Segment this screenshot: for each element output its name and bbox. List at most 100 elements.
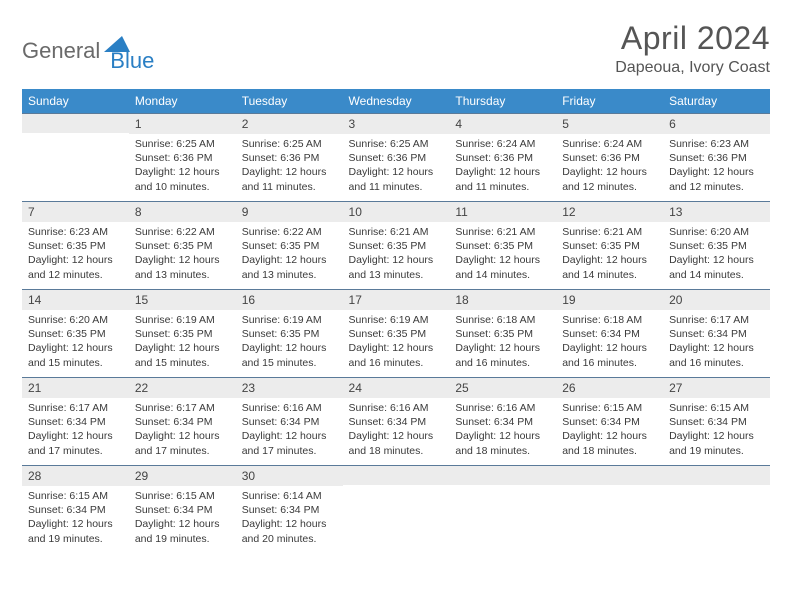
- day-details: Sunrise: 6:23 AMSunset: 6:35 PMDaylight:…: [22, 222, 129, 288]
- calendar-day-cell: 21Sunrise: 6:17 AMSunset: 6:34 PMDayligh…: [22, 377, 129, 465]
- day-details: Sunrise: 6:17 AMSunset: 6:34 PMDaylight:…: [22, 398, 129, 464]
- day-number: 20: [663, 289, 770, 310]
- day-number-empty: [663, 465, 770, 485]
- calendar-day-cell: 4Sunrise: 6:24 AMSunset: 6:36 PMDaylight…: [449, 113, 556, 201]
- day-number: 22: [129, 377, 236, 398]
- calendar-day-cell: 11Sunrise: 6:21 AMSunset: 6:35 PMDayligh…: [449, 201, 556, 289]
- calendar-day-cell: 13Sunrise: 6:20 AMSunset: 6:35 PMDayligh…: [663, 201, 770, 289]
- day-number: 16: [236, 289, 343, 310]
- calendar-day-cell: 24Sunrise: 6:16 AMSunset: 6:34 PMDayligh…: [343, 377, 450, 465]
- day-number: 2: [236, 113, 343, 134]
- day-details: Sunrise: 6:18 AMSunset: 6:34 PMDaylight:…: [556, 310, 663, 376]
- day-number: 26: [556, 377, 663, 398]
- weekday-header: Wednesday: [343, 89, 450, 113]
- weekday-header: Friday: [556, 89, 663, 113]
- day-details: Sunrise: 6:14 AMSunset: 6:34 PMDaylight:…: [236, 486, 343, 552]
- calendar-day-cell: 7Sunrise: 6:23 AMSunset: 6:35 PMDaylight…: [22, 201, 129, 289]
- weekday-header: Sunday: [22, 89, 129, 113]
- day-details: Sunrise: 6:23 AMSunset: 6:36 PMDaylight:…: [663, 134, 770, 200]
- day-details: Sunrise: 6:15 AMSunset: 6:34 PMDaylight:…: [129, 486, 236, 552]
- day-details: Sunrise: 6:18 AMSunset: 6:35 PMDaylight:…: [449, 310, 556, 376]
- day-details: Sunrise: 6:20 AMSunset: 6:35 PMDaylight:…: [663, 222, 770, 288]
- calendar-day-cell: [343, 465, 450, 553]
- weekday-header: Tuesday: [236, 89, 343, 113]
- calendar-day-cell: 3Sunrise: 6:25 AMSunset: 6:36 PMDaylight…: [343, 113, 450, 201]
- day-number: 9: [236, 201, 343, 222]
- calendar-day-cell: 1Sunrise: 6:25 AMSunset: 6:36 PMDaylight…: [129, 113, 236, 201]
- day-number-empty: [22, 113, 129, 133]
- calendar-day-cell: 20Sunrise: 6:17 AMSunset: 6:34 PMDayligh…: [663, 289, 770, 377]
- calendar-day-cell: 6Sunrise: 6:23 AMSunset: 6:36 PMDaylight…: [663, 113, 770, 201]
- day-details: Sunrise: 6:25 AMSunset: 6:36 PMDaylight:…: [236, 134, 343, 200]
- day-details: Sunrise: 6:16 AMSunset: 6:34 PMDaylight:…: [343, 398, 450, 464]
- day-details: Sunrise: 6:25 AMSunset: 6:36 PMDaylight:…: [343, 134, 450, 200]
- day-number: 14: [22, 289, 129, 310]
- day-number: 11: [449, 201, 556, 222]
- day-number-empty: [556, 465, 663, 485]
- calendar-day-cell: 29Sunrise: 6:15 AMSunset: 6:34 PMDayligh…: [129, 465, 236, 553]
- calendar-day-cell: 8Sunrise: 6:22 AMSunset: 6:35 PMDaylight…: [129, 201, 236, 289]
- day-number: 25: [449, 377, 556, 398]
- calendar-day-cell: 9Sunrise: 6:22 AMSunset: 6:35 PMDaylight…: [236, 201, 343, 289]
- calendar-day-cell: 16Sunrise: 6:19 AMSunset: 6:35 PMDayligh…: [236, 289, 343, 377]
- calendar-week-row: 14Sunrise: 6:20 AMSunset: 6:35 PMDayligh…: [22, 289, 770, 377]
- calendar-week-row: 28Sunrise: 6:15 AMSunset: 6:34 PMDayligh…: [22, 465, 770, 553]
- calendar-day-cell: [449, 465, 556, 553]
- calendar-day-cell: 5Sunrise: 6:24 AMSunset: 6:36 PMDaylight…: [556, 113, 663, 201]
- day-details: Sunrise: 6:24 AMSunset: 6:36 PMDaylight:…: [449, 134, 556, 200]
- day-number: 23: [236, 377, 343, 398]
- day-details: Sunrise: 6:24 AMSunset: 6:36 PMDaylight:…: [556, 134, 663, 200]
- day-number: 6: [663, 113, 770, 134]
- day-details: Sunrise: 6:21 AMSunset: 6:35 PMDaylight:…: [343, 222, 450, 288]
- day-number: 28: [22, 465, 129, 486]
- calendar-day-cell: 14Sunrise: 6:20 AMSunset: 6:35 PMDayligh…: [22, 289, 129, 377]
- calendar-day-cell: [22, 113, 129, 201]
- day-number: 18: [449, 289, 556, 310]
- day-number: 7: [22, 201, 129, 222]
- day-details: Sunrise: 6:22 AMSunset: 6:35 PMDaylight:…: [236, 222, 343, 288]
- logo-text-blue: Blue: [110, 48, 154, 74]
- calendar-day-cell: 30Sunrise: 6:14 AMSunset: 6:34 PMDayligh…: [236, 465, 343, 553]
- day-number: 8: [129, 201, 236, 222]
- day-number: 13: [663, 201, 770, 222]
- weekday-header-row: Sunday Monday Tuesday Wednesday Thursday…: [22, 89, 770, 113]
- logo-text-general: General: [22, 38, 100, 64]
- calendar-day-cell: 12Sunrise: 6:21 AMSunset: 6:35 PMDayligh…: [556, 201, 663, 289]
- title-block: April 2024 Dapeoua, Ivory Coast: [615, 20, 770, 77]
- day-number: 3: [343, 113, 450, 134]
- calendar-day-cell: 10Sunrise: 6:21 AMSunset: 6:35 PMDayligh…: [343, 201, 450, 289]
- day-details: Sunrise: 6:19 AMSunset: 6:35 PMDaylight:…: [236, 310, 343, 376]
- day-number: 17: [343, 289, 450, 310]
- day-number: 15: [129, 289, 236, 310]
- day-details: Sunrise: 6:22 AMSunset: 6:35 PMDaylight:…: [129, 222, 236, 288]
- day-number: 10: [343, 201, 450, 222]
- calendar-day-cell: 27Sunrise: 6:15 AMSunset: 6:34 PMDayligh…: [663, 377, 770, 465]
- location: Dapeoua, Ivory Coast: [615, 59, 770, 77]
- day-number: 4: [449, 113, 556, 134]
- calendar-table: Sunday Monday Tuesday Wednesday Thursday…: [22, 89, 770, 553]
- weekday-header: Thursday: [449, 89, 556, 113]
- calendar-week-row: 1Sunrise: 6:25 AMSunset: 6:36 PMDaylight…: [22, 113, 770, 201]
- day-number-empty: [343, 465, 450, 485]
- day-number: 19: [556, 289, 663, 310]
- calendar-day-cell: 26Sunrise: 6:15 AMSunset: 6:34 PMDayligh…: [556, 377, 663, 465]
- calendar-week-row: 7Sunrise: 6:23 AMSunset: 6:35 PMDaylight…: [22, 201, 770, 289]
- day-details: Sunrise: 6:15 AMSunset: 6:34 PMDaylight:…: [663, 398, 770, 464]
- weekday-header: Monday: [129, 89, 236, 113]
- calendar-week-row: 21Sunrise: 6:17 AMSunset: 6:34 PMDayligh…: [22, 377, 770, 465]
- day-details: Sunrise: 6:17 AMSunset: 6:34 PMDaylight:…: [129, 398, 236, 464]
- calendar-day-cell: 28Sunrise: 6:15 AMSunset: 6:34 PMDayligh…: [22, 465, 129, 553]
- day-details: Sunrise: 6:21 AMSunset: 6:35 PMDaylight:…: [556, 222, 663, 288]
- day-details: Sunrise: 6:15 AMSunset: 6:34 PMDaylight:…: [556, 398, 663, 464]
- day-details: Sunrise: 6:19 AMSunset: 6:35 PMDaylight:…: [129, 310, 236, 376]
- logo: General Blue: [22, 28, 154, 74]
- day-details: Sunrise: 6:21 AMSunset: 6:35 PMDaylight:…: [449, 222, 556, 288]
- calendar-day-cell: 18Sunrise: 6:18 AMSunset: 6:35 PMDayligh…: [449, 289, 556, 377]
- calendar-day-cell: 15Sunrise: 6:19 AMSunset: 6:35 PMDayligh…: [129, 289, 236, 377]
- day-number: 12: [556, 201, 663, 222]
- day-number: 29: [129, 465, 236, 486]
- day-number-empty: [449, 465, 556, 485]
- day-number: 5: [556, 113, 663, 134]
- calendar-day-cell: 23Sunrise: 6:16 AMSunset: 6:34 PMDayligh…: [236, 377, 343, 465]
- calendar-day-cell: 17Sunrise: 6:19 AMSunset: 6:35 PMDayligh…: [343, 289, 450, 377]
